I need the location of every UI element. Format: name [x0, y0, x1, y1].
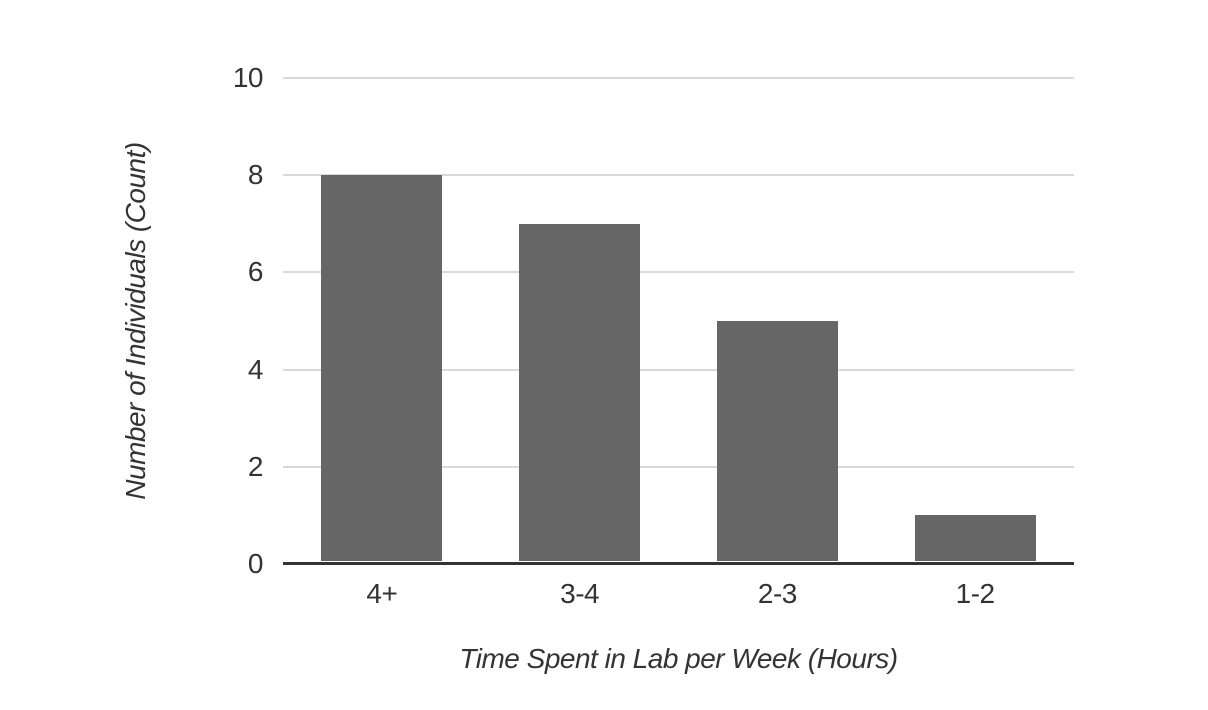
bar-2-3	[716, 321, 838, 561]
x-axis-title: Time Spent in Lab per Week (Hours)	[459, 643, 898, 674]
y-tick-label-4: 4	[247, 353, 264, 385]
x-category-label-3-4: 3-4	[560, 578, 600, 609]
gridline-6	[283, 271, 1074, 274]
y-tick-label-8: 8	[247, 159, 264, 191]
bar-3-4	[519, 223, 641, 561]
x-category-label-2-3: 2-3	[757, 578, 797, 609]
y-tick-label-10: 10	[232, 62, 264, 93]
bar-1-2	[914, 515, 1036, 561]
gridline-4	[283, 368, 1074, 371]
y-tick-label-6: 6	[247, 256, 264, 288]
gridline-8	[283, 174, 1074, 177]
x-category-label-1-2: 1-2	[955, 578, 995, 609]
y-tick-label-2: 2	[247, 450, 264, 482]
bar-4+	[321, 175, 443, 561]
y-axis-title: Number of Individuals (Count)	[120, 142, 151, 500]
gridline-10	[283, 77, 1074, 79]
plot-area	[283, 77, 1074, 565]
gridline-2	[283, 465, 1074, 468]
x-axis-baseline	[283, 562, 1074, 565]
y-tick-label-0: 0	[247, 548, 264, 579]
x-category-label-4+: 4+	[366, 578, 398, 609]
